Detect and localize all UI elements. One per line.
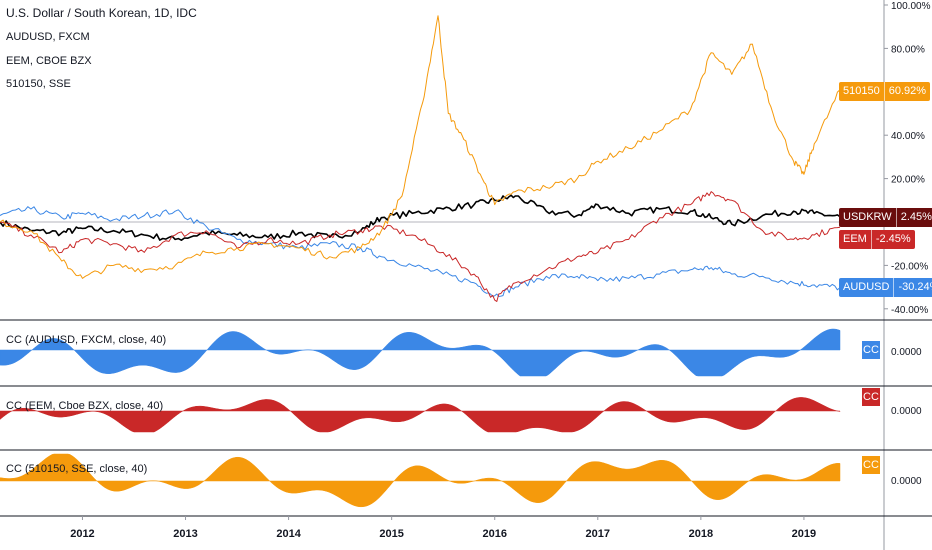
indicator-tag[interactable]: CC — [862, 341, 880, 359]
series-line-audusd[interactable] — [0, 206, 841, 297]
indicator-area-0[interactable] — [0, 328, 841, 377]
indicator-value-label: 0.0000 — [891, 347, 922, 358]
price-label-value: 60.92% — [883, 82, 930, 101]
indicator-value-label: 0.0000 — [891, 406, 922, 417]
indicator-areas-group — [0, 328, 841, 508]
series-line-eem[interactable] — [0, 191, 841, 302]
price-label-510150[interactable]: 510150 60.92% — [839, 82, 931, 101]
main-series-group — [0, 15, 841, 302]
indicator-title-510150[interactable]: CC (510150, SSE, close, 40) — [6, 463, 148, 475]
y-tick-label: 40.00% — [891, 131, 925, 142]
x-tick-label: 2017 — [586, 528, 610, 540]
price-label-value: 2.45% — [895, 208, 932, 227]
x-tick-label: 2012 — [70, 528, 94, 540]
legend-audusd[interactable]: AUDUSD, FXCM — [6, 31, 90, 43]
x-tick-label: 2015 — [379, 528, 403, 540]
indicator-tag[interactable]: CC — [862, 388, 880, 406]
chart-title[interactable]: U.S. Dollar / South Korean, 1D, IDC — [6, 6, 197, 20]
indicator-area-1[interactable] — [0, 397, 841, 433]
price-label-usdkrw[interactable]: USDKRW 2.45% — [839, 208, 932, 227]
price-label-name: EEM — [843, 233, 867, 245]
x-axis-ticks: 2012 2013 2014 2015 2016 2017 2018 2019 — [70, 516, 816, 540]
price-label-value: -2.45% — [870, 230, 915, 249]
x-tick-label: 2019 — [792, 528, 816, 540]
price-label-name: USDKRW — [843, 211, 892, 223]
y-tick-label: -40.00% — [891, 305, 928, 316]
price-label-audusd[interactable]: AUDUSD-30.24% — [839, 278, 932, 297]
indicator-area-2[interactable] — [0, 453, 841, 508]
y-tick-label: 20.00% — [891, 175, 925, 186]
indicator-title-eem[interactable]: CC (EEM, Cboe BZX, close, 40) — [6, 400, 164, 412]
series-line-510150[interactable] — [0, 15, 841, 279]
legend-eem[interactable]: EEM, CBOE BZX — [6, 55, 92, 67]
indicator-value-label: 0.0000 — [891, 476, 922, 487]
indicator-title-audusd[interactable]: CC (AUDUSD, FXCM, close, 40) — [6, 334, 167, 346]
x-tick-label: 2018 — [689, 528, 713, 540]
price-label-name: 510150 — [843, 85, 880, 97]
y-axis-ticks: 100.00%80.00%60.00%40.00%20.00%-20.00%-4… — [884, 1, 931, 316]
y-tick-label: 80.00% — [891, 44, 925, 55]
price-label-value: -30.24% — [893, 278, 932, 297]
x-tick-label: 2013 — [173, 528, 197, 540]
price-label-name: AUDUSD — [843, 281, 890, 293]
x-tick-label: 2014 — [276, 528, 301, 540]
x-tick-label: 2016 — [482, 528, 506, 540]
y-tick-label: -20.00% — [891, 261, 928, 272]
y-tick-label: 100.00% — [891, 1, 931, 12]
indicator-tag[interactable]: CC — [862, 456, 880, 474]
legend-510150[interactable]: 510150, SSE — [6, 78, 71, 90]
price-label-eem[interactable]: EEM -2.45% — [839, 230, 915, 249]
series-line-usdkrw[interactable] — [0, 194, 841, 241]
